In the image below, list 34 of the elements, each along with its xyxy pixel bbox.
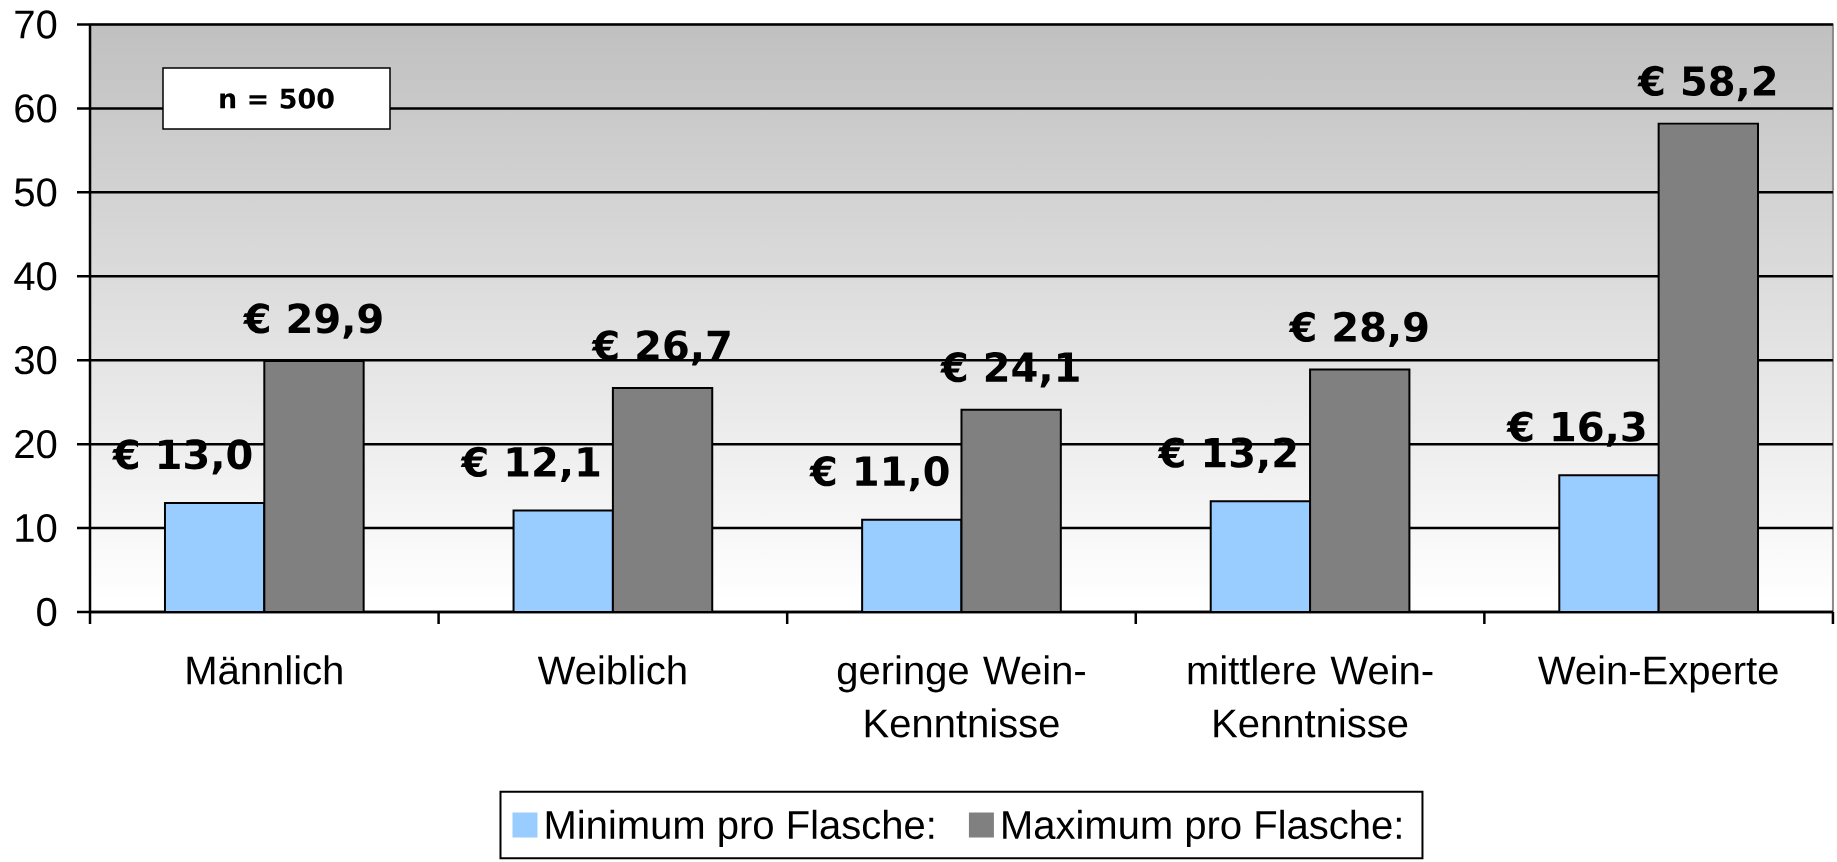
- y-tick-label: 70: [15, 10, 57, 39]
- y-tick-label: 50: [14, 178, 57, 207]
- y-tick-label: 60: [15, 94, 57, 123]
- data-label: € 29,9: [243, 303, 382, 339]
- data-label: € 26,7: [591, 330, 730, 366]
- bar: [1309, 368, 1411, 612]
- data-label: € 58,2: [1637, 65, 1776, 102]
- data-label: € 24,1: [940, 352, 1079, 388]
- data-label: € 16,3: [1506, 411, 1645, 447]
- bar: [611, 386, 714, 612]
- bar: [960, 408, 1062, 612]
- legend-label: Minimum pro Flasche:: [546, 809, 934, 848]
- bar: [163, 501, 266, 612]
- bar: [1657, 122, 1759, 612]
- y-tick-label: 20: [15, 429, 57, 459]
- bar: [1209, 500, 1312, 612]
- y-tick-label: 10: [16, 513, 57, 543]
- bar: [861, 518, 963, 612]
- bar: [1558, 474, 1660, 612]
- x-tick-label: Männlich: [187, 655, 342, 685]
- legend-label: Maximum pro Flasche:: [1003, 809, 1401, 848]
- x-tick-label: geringe Wein-Kenntnisse: [837, 655, 1085, 738]
- data-label: € 11,0: [809, 455, 949, 492]
- y-tick-label: 40: [14, 262, 57, 291]
- bar: [512, 509, 614, 612]
- bar: [263, 360, 365, 612]
- data-label: € 28,9: [1288, 311, 1428, 348]
- y-tick-label: 30: [14, 346, 57, 375]
- x-tick-label: mittlere Wein-Kenntnisse: [1188, 655, 1433, 738]
- annotation: n = 500: [220, 88, 334, 109]
- x-tick-label: Wein-Experte: [1538, 655, 1778, 693]
- data-label: € 12,1: [460, 446, 600, 483]
- y-tick-label: 0: [37, 597, 57, 627]
- x-tick-label: Weiblich: [537, 655, 686, 685]
